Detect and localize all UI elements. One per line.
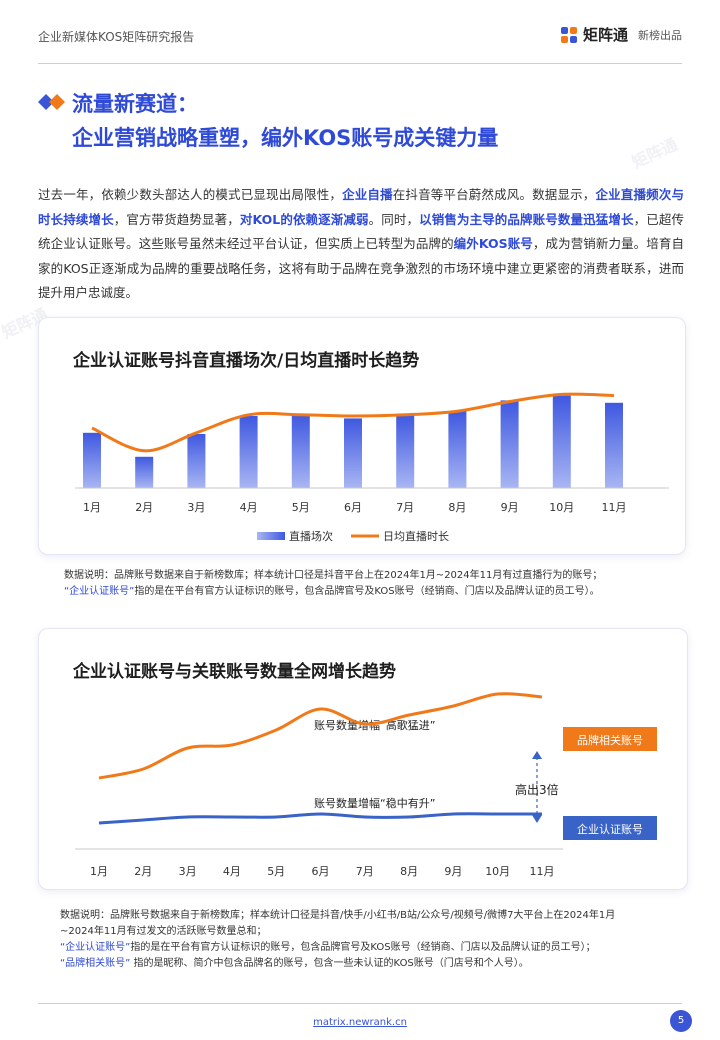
highlight-text: 对KOL的依赖逐渐减弱 bbox=[239, 211, 369, 227]
highlight-text: 企业自播 bbox=[342, 187, 393, 202]
x-tick-label: 11月 bbox=[602, 501, 627, 514]
note-term: “品牌相关账号” bbox=[60, 958, 131, 969]
chart2-note: 数据说明：品牌账号数据来自于新榜数库；样本统计口径是抖音/快手/小红书/B站/公… bbox=[60, 908, 680, 972]
gap-label: 高出3倍 bbox=[515, 782, 559, 797]
page-number-badge: 5 bbox=[670, 1010, 692, 1032]
note-line: 数据说明：品牌账号数据来自于新榜数库；样本统计口径是抖音/快手/小红书/B站/公… bbox=[60, 910, 616, 921]
footer-link[interactable]: matrix.newrank.cn bbox=[313, 1017, 407, 1028]
x-tick-label: 8月 bbox=[400, 865, 418, 878]
annotation-bottom: 账号数量增幅“稳中有升” bbox=[314, 796, 435, 810]
series-label-brand: 品牌相关账号 bbox=[577, 733, 643, 747]
report-title: 企业新媒体KOS矩阵研究报告 bbox=[38, 30, 195, 44]
annotation-top: 账号数量增幅“高歌猛进” bbox=[314, 718, 435, 732]
x-tick-label: 1月 bbox=[83, 501, 101, 514]
page-header: 企业新媒体KOS矩阵研究报告 矩阵通 新榜出品 bbox=[0, 0, 720, 66]
brand-logo-icon bbox=[560, 26, 577, 43]
x-tick-label: 4月 bbox=[223, 865, 241, 878]
watermark: 矩阵通 bbox=[628, 134, 681, 173]
legend-label-sessions: 直播场次 bbox=[289, 529, 333, 543]
brand-name: 矩阵通 bbox=[582, 26, 628, 44]
headline-line1: 流量新赛道： bbox=[72, 92, 198, 116]
bar-9月 bbox=[500, 400, 519, 488]
chart1-title: 企业认证账号抖音直播场次/日均直播时长趋势 bbox=[73, 351, 420, 371]
diamond-icon bbox=[38, 94, 65, 110]
note-line: “品牌相关账号” 指的是昵称、简介中包含品牌名的账号，包含一些未认证的KOS账号… bbox=[60, 956, 680, 972]
brand-subtitle: 新榜出品 bbox=[638, 28, 682, 42]
chart2-plot: 账号数量增幅“高歌猛进” 账号数量增幅“稳中有升” 1月 2月 3月 4月 5月 6月 7月… bbox=[75, 692, 657, 878]
x-tick-label: 1月 bbox=[90, 865, 108, 878]
highlight-text: 企业直播频次与时长持续增长 bbox=[38, 187, 684, 227]
bar-7月 bbox=[396, 414, 415, 488]
series-label-enterprise-box bbox=[563, 816, 657, 840]
body-text: ，成为营销新力量。培育自家的KOS正逐渐成为品牌的重要战略任务，这将有助于品牌在… bbox=[38, 236, 684, 300]
series-label-enterprise: 企业认证账号 bbox=[577, 822, 643, 836]
chart1-duration-line bbox=[91, 392, 615, 453]
x-tick-label: 11月 bbox=[530, 865, 555, 878]
highlight-text: 编外KOS账号 bbox=[453, 236, 533, 251]
x-tick-label: 9月 bbox=[444, 865, 462, 878]
x-tick-label: 6月 bbox=[312, 865, 330, 878]
bar-11月 bbox=[605, 402, 623, 488]
x-tick-label: 8月 bbox=[448, 501, 466, 514]
headline-line2: 企业营销战略重塑，编外KOS账号成关键力量 bbox=[72, 126, 499, 150]
bar-5月 bbox=[291, 414, 310, 488]
note-line: “企业认证账号”指的是在平台有官方认证标识的账号，包含品牌官号及KOS账号（经销… bbox=[60, 940, 680, 956]
x-tick-label: 10月 bbox=[549, 501, 574, 514]
chart1-plot: 1月 2月 3月 4月 5月 6月 7月 8月 9月 10月 11月 直播场次 日均直播时长 bbox=[75, 392, 669, 543]
x-tick-label: 5月 bbox=[292, 501, 310, 514]
body-text: ，官方带货趋势显著， bbox=[113, 211, 240, 227]
bar-8月 bbox=[448, 411, 467, 488]
x-tick-label: 9月 bbox=[501, 501, 519, 514]
note-line: 数据说明：品牌账号数据来自于新榜数库；样本统计口径是抖音平台上在2024年1月~… bbox=[64, 570, 603, 581]
note-text: 指的是昵称、简介中包含品牌名的账号，包含一些未认证的KOS账号（门店号和个人号）… bbox=[130, 958, 529, 969]
x-tick-label: 2月 bbox=[135, 501, 153, 514]
x-tick-label: 10月 bbox=[485, 865, 510, 878]
body-text: 在抖音等平台蔚然成风。数据显示， bbox=[392, 187, 596, 202]
brand-related-line bbox=[98, 692, 543, 780]
series-label-brand-box bbox=[563, 727, 657, 751]
chart2-title: 企业认证账号与关联账号数量全网增长趋势 bbox=[73, 662, 396, 682]
note-text: 指的是在平台有官方认证标识的账号，包含品牌官号及KOS账号（经销商、门店以及品牌… bbox=[134, 586, 600, 597]
bar-1月 bbox=[83, 432, 101, 488]
x-tick-label: 3月 bbox=[179, 865, 197, 878]
bar-3月 bbox=[187, 434, 206, 488]
legend-swatch-bar bbox=[257, 532, 285, 540]
x-tick-label: 3月 bbox=[187, 501, 205, 514]
note-text: 指的是在平台有官方认证标识的账号，包含品牌官号及KOS账号（经销商、门店以及品牌… bbox=[130, 942, 596, 953]
highlight-text: 以销售为主导的品牌账号数量迅猛增长 bbox=[419, 211, 634, 227]
note-line: “企业认证账号”指的是在平台有官方认证标识的账号，包含品牌官号及KOS账号（经销… bbox=[64, 584, 684, 600]
bar-6月 bbox=[344, 418, 362, 488]
x-tick-label: 7月 bbox=[356, 865, 374, 878]
bar-10月 bbox=[552, 395, 571, 488]
x-tick-label: 4月 bbox=[240, 501, 258, 514]
gap-arrow-down-icon bbox=[532, 815, 542, 823]
footer-divider bbox=[38, 1003, 682, 1004]
x-tick-label: 7月 bbox=[396, 501, 414, 514]
chart2-card: 企业认证账号与关联账号数量全网增长趋势 账号数量增幅“高歌猛进” 账号数量增幅“… bbox=[38, 628, 688, 890]
chart1-legend: 直播场次 日均直播时长 bbox=[257, 529, 449, 543]
body-text: 过去一年，依赖少数头部达人的模式已显现出局限性， bbox=[38, 187, 343, 202]
body-text: ，已超传统企业认证账号。这些账号虽然未经过平台认证，但实质上已转型为品牌的 bbox=[38, 211, 684, 252]
note-term: “企业认证账号” bbox=[64, 586, 135, 597]
chart1-note: 数据说明：品牌账号数据来自于新榜数库；样本统计口径是抖音平台上在2024年1月~… bbox=[64, 568, 684, 600]
enterprise-certified-line bbox=[98, 812, 542, 825]
bar-2月 bbox=[135, 456, 154, 488]
x-tick-label: 6月 bbox=[344, 501, 362, 514]
intro-paragraph: 过去一年，依赖少数头部达人的模式已显现出局限性，企业自播在抖音等平台蔚然成风。数… bbox=[38, 183, 684, 306]
chart1-card: 企业认证账号抖音直播场次/日均直播时长趋势 1月 2月 3月 4月 5月 6月 7月 8月 9月… bbox=[38, 317, 686, 555]
header-divider bbox=[38, 63, 682, 64]
legend-label-duration: 日均直播时长 bbox=[383, 529, 449, 543]
gap-arrow-up-icon bbox=[532, 751, 542, 759]
note-term: “企业认证账号” bbox=[60, 942, 131, 953]
note-line: ~2024年11月有过发文的活跃账号数量总和； bbox=[60, 926, 267, 937]
bar-4月 bbox=[239, 416, 258, 488]
brand: 矩阵通 新榜出品 bbox=[560, 24, 682, 45]
x-tick-label: 5月 bbox=[267, 865, 285, 878]
body-text: 。同时， bbox=[368, 211, 420, 227]
x-tick-label: 2月 bbox=[134, 865, 152, 878]
